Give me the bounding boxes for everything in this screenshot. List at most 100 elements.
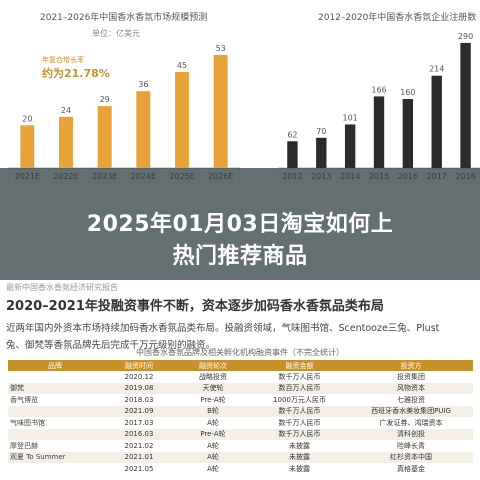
td-round: A轮: [207, 418, 219, 427]
banner-title-line1: 2025年01月03日淘宝如何上: [86, 212, 394, 237]
bar: [431, 75, 442, 168]
td-round: 天使轮: [176, 382, 250, 394]
title-banner: 2025年01月03日淘宝如何上 热门推荐商品: [0, 168, 480, 280]
bar: [344, 124, 356, 168]
td-amount: 未披露: [289, 464, 310, 473]
td-amount: 数千万人民币: [278, 418, 321, 427]
td-amount: 未披露: [289, 441, 310, 450]
td-amount: 1000万元人民币: [273, 395, 326, 404]
right-chart-title: 2012–2020年中国香水香氛企业注册数: [318, 13, 477, 23]
th-amount: 融资金额: [250, 360, 349, 371]
left-bar-chart: 202021E242022E292023E362024E452025E53202…: [8, 44, 240, 181]
section-heading: 2020–2021年投融资事件不断，资本逐步加码香水香氛品类布局: [6, 299, 384, 314]
cagr-number: 21.78%: [64, 67, 110, 80]
th-round: 融资轮次: [176, 360, 250, 371]
table-title: 中国香水香氛品牌及相关孵化机构融资事件（不完全统计）: [136, 348, 344, 357]
right-bar-chart: 6220127020131012014166201516020162142017…: [278, 32, 480, 181]
bar: [460, 42, 471, 168]
table-row: 2020.12 战略投资 数千万人民币 投资集团: [8, 371, 473, 383]
td-investor: 七雅投资: [397, 395, 425, 404]
table-row: 气味图书馆 2017.03 A轮 数千万人民币 广发证券、鸿瑞资本: [8, 417, 473, 429]
td-date: 2018.03: [124, 395, 154, 404]
report-section: 最新中国香水香氛经济研究报告 2020–2021年投融资事件不断，资本逐步加码香…: [6, 282, 480, 354]
td-brand: 御梵: [8, 382, 102, 394]
bar: [136, 91, 151, 168]
bar: [59, 116, 73, 168]
td-amount: 数千万人民币: [278, 372, 321, 381]
td-round: Pre-A轮: [200, 395, 226, 404]
td-amount: 未披露: [250, 451, 349, 463]
cagr-legend: 年复合增长率 约为21.78%: [42, 55, 110, 81]
table-row: 摩登巴赫 2021.02 A轮 未披露 险峰长青: [8, 440, 473, 452]
bar: [97, 106, 112, 168]
data-label: 45: [177, 61, 187, 70]
data-label: 36: [138, 80, 148, 89]
bar: [213, 54, 228, 168]
bar: [373, 96, 385, 168]
th-date: 融资时间: [102, 360, 176, 371]
td-investor: 真格基金: [397, 464, 425, 473]
td-investor: 西班牙香水美妆集团PUIG: [349, 405, 473, 417]
td-brand: [8, 405, 102, 417]
section-paragraph-1: 近两年国内外资本市场持续加码香水香氛品类布局。投融资领域，气味图书馆、Scent…: [6, 323, 440, 334]
th-investor: 投资方: [349, 360, 473, 371]
left-chart-title: 2021–2026年中国香水香氛市场规模预测: [40, 13, 208, 23]
table-header-row: 品牌 融资时间 融资轮次 融资金额 投资方: [8, 360, 473, 371]
td-amount: 数千万人民币: [250, 428, 349, 440]
table-row: 2021.05 A轮 未披露 真格基金: [8, 463, 473, 475]
td-brand: [8, 371, 102, 383]
table-row: 香气博览 2018.03 Pre-A轮 1000万元人民币 七雅投资: [8, 394, 473, 406]
bar: [316, 137, 327, 168]
data-label: 20: [22, 114, 32, 123]
bar: [402, 99, 414, 168]
td-date: 2021.01: [102, 451, 176, 463]
data-label: 160: [400, 88, 415, 97]
data-label: 70: [316, 127, 326, 136]
td-amount: 数千万人民币: [250, 405, 349, 417]
td-brand: 气味图书馆: [10, 418, 45, 427]
data-label: 24: [61, 106, 71, 115]
td-investor: 风物资本: [349, 382, 473, 394]
bar: [287, 141, 298, 168]
banner-title-line2: 热门推荐商品: [172, 244, 308, 269]
td-amount: 数百万人民币: [250, 382, 349, 394]
td-date: 2021.09: [102, 405, 176, 417]
td-investor: 险峰长青: [397, 441, 425, 450]
table-row: 2016.03 Pre-A轮 数千万人民币 清科创投: [8, 428, 473, 440]
td-date: 2016.03: [102, 428, 176, 440]
td-brand: 摩登巴赫: [10, 441, 38, 450]
td-brand: 观夏 To Summer: [8, 451, 102, 463]
td-round: B轮: [176, 405, 250, 417]
left-chart-unit: 单位：亿美元: [92, 29, 140, 38]
data-label: 29: [100, 95, 110, 104]
td-date: 2021.05: [124, 464, 154, 473]
data-label: 290: [458, 32, 473, 41]
data-label: 101: [343, 113, 358, 122]
source-caption: 最新中国香水香氛经济研究报告: [6, 283, 118, 292]
section-paragraph-2: 兔、御梵等香氛品牌先后完成千万元级别的融资。: [6, 340, 216, 351]
td-round: A轮: [176, 451, 250, 463]
data-label: 62: [287, 130, 297, 139]
table-row: 御梵 2019.08 天使轮 数百万人民币 风物资本: [8, 382, 473, 394]
td-investor: 清科创投: [349, 428, 473, 440]
td-investor: 广发证券、鸿瑞资本: [379, 418, 443, 427]
data-label: 53: [216, 44, 226, 53]
td-round: Pre-A轮: [176, 428, 250, 440]
data-label: 166: [371, 85, 386, 94]
td-round: 战略投资: [199, 372, 227, 381]
cagr-value: 约为21.78%: [42, 67, 110, 80]
td-date: 2021.02: [124, 441, 154, 450]
td-date: 2020.12: [124, 372, 154, 381]
td-round: A轮: [207, 464, 219, 473]
table-row: 观夏 To Summer 2021.01 A轮 未披露 红杉资本中国: [8, 451, 473, 463]
table-row: 2021.09 B轮 数千万人民币 西班牙香水美妆集团PUIG: [8, 405, 473, 417]
td-brand: 香气博览: [10, 395, 38, 404]
cagr-label: 年复合增长率: [42, 56, 84, 64]
financing-table: 品牌 融资时间 融资轮次 融资金额 投资方 2020.12 战略投资 数千万人民币投…: [8, 360, 473, 475]
th-brand: 品牌: [8, 360, 102, 371]
td-brand: [8, 463, 102, 475]
td-date: 2019.08: [102, 382, 176, 394]
td-round: A轮: [207, 441, 219, 450]
data-label: 214: [429, 65, 444, 74]
bar: [20, 125, 35, 168]
